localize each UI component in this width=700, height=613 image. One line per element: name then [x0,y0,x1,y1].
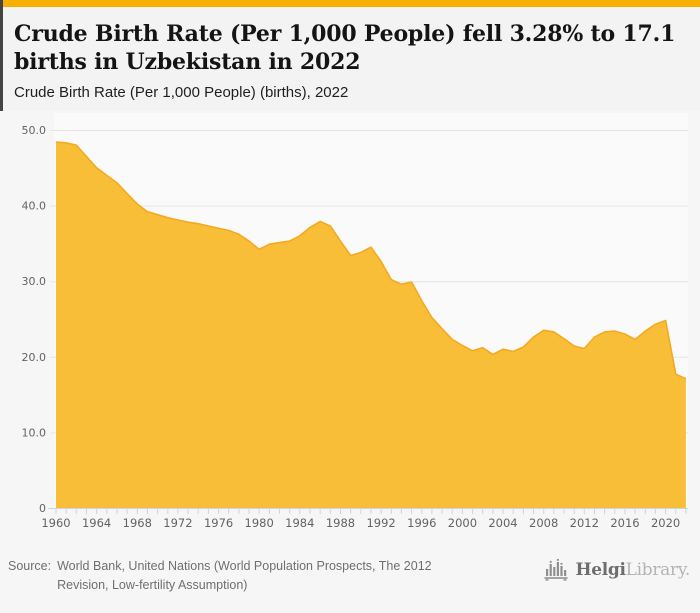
svg-text:2004: 2004 [488,516,517,530]
chart-header: Crude Birth Rate (Per 1,000 People) fell… [0,7,700,111]
svg-text:1988: 1988 [326,516,355,530]
svg-text:30.0: 30.0 [22,275,47,288]
svg-text:1980: 1980 [245,516,274,530]
area-chart-svg: 1960 1964 1968 1972 1976 1980 1984 1988 1992 1996… [22,113,688,530]
svg-text:40.0: 40.0 [22,200,47,213]
svg-text:1972: 1972 [163,516,192,530]
crude-birth-rate-chart: 1960 1964 1968 1972 1976 1980 1984 1988 1992 1996… [0,108,700,553]
page-title: Crude Birth Rate (Per 1,000 People) fell… [14,21,676,75]
svg-text:50.0: 50.0 [22,124,47,137]
window-edge [0,0,3,111]
svg-text:1960: 1960 [41,516,70,530]
chart-subtitle: Crude Birth Rate (Per 1,000 People) (bir… [14,84,349,101]
logo-text-helgi: Helgi [575,560,626,580]
helgi-logo-icon [544,559,568,581]
accent-bar [0,0,700,7]
svg-text:2020: 2020 [651,516,680,530]
source-note: Source: World Bank, United Nations (Worl… [8,557,477,595]
source-label: Source: [8,559,52,573]
svg-text:1984: 1984 [285,516,314,530]
svg-text:1968: 1968 [123,516,152,530]
svg-text:2008: 2008 [529,516,558,530]
svg-text:2012: 2012 [570,516,599,530]
svg-text:1964: 1964 [82,516,111,530]
svg-text:0: 0 [39,502,46,515]
svg-text:10.0: 10.0 [22,426,47,439]
svg-text:2016: 2016 [610,516,639,530]
svg-text:1992: 1992 [366,516,395,530]
logo-text-library: Library. [625,560,691,580]
svg-text:20.0: 20.0 [22,351,47,364]
source-text: World Bank, United Nations (World Popula… [57,559,432,592]
helgi-library-logo[interactable]: Helgi Library. [544,559,690,581]
svg-text:1976: 1976 [204,516,233,530]
svg-text:1996: 1996 [407,516,436,530]
svg-text:2000: 2000 [448,516,477,530]
